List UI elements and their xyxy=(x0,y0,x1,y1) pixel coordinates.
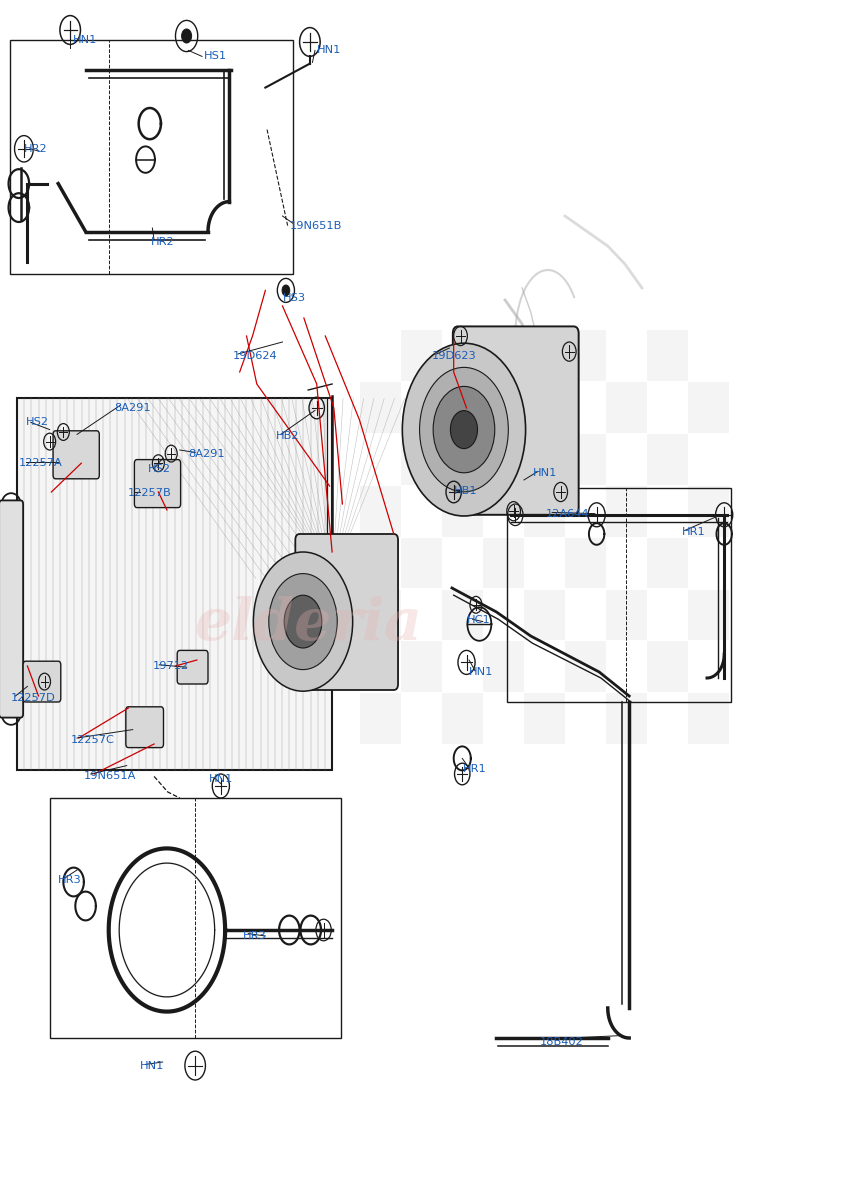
Text: HS1: HS1 xyxy=(204,52,227,61)
Bar xyxy=(688,486,729,536)
Bar xyxy=(483,538,524,588)
Bar xyxy=(442,589,483,641)
Text: HN1: HN1 xyxy=(469,667,493,677)
FancyBboxPatch shape xyxy=(0,500,23,718)
Text: HS3: HS3 xyxy=(282,293,306,302)
Circle shape xyxy=(284,595,322,648)
Text: 8A291: 8A291 xyxy=(114,403,151,413)
Text: HR1: HR1 xyxy=(681,527,705,536)
Bar xyxy=(524,589,565,641)
Circle shape xyxy=(269,574,337,670)
Circle shape xyxy=(419,367,508,492)
Bar xyxy=(17,398,332,770)
Bar xyxy=(401,538,442,588)
Bar xyxy=(565,642,606,692)
Bar xyxy=(524,694,565,744)
Bar xyxy=(606,383,647,433)
Circle shape xyxy=(253,552,353,691)
Bar xyxy=(688,589,729,641)
FancyBboxPatch shape xyxy=(453,326,579,515)
FancyBboxPatch shape xyxy=(53,431,99,479)
Bar xyxy=(565,434,606,485)
Bar xyxy=(360,694,401,744)
Bar xyxy=(647,538,688,588)
Bar xyxy=(442,694,483,744)
Text: HS2: HS2 xyxy=(148,464,171,474)
Text: HR1: HR1 xyxy=(463,764,487,774)
Circle shape xyxy=(282,284,289,295)
Circle shape xyxy=(450,410,478,449)
Text: HN1: HN1 xyxy=(532,468,556,478)
Text: 12257A: 12257A xyxy=(19,458,62,468)
Text: HB2: HB2 xyxy=(276,431,299,440)
Text: 19N651B: 19N651B xyxy=(289,221,342,230)
Text: 12257D: 12257D xyxy=(10,694,55,703)
FancyBboxPatch shape xyxy=(126,707,163,748)
Text: HR3: HR3 xyxy=(243,931,267,941)
Bar xyxy=(360,589,401,641)
Bar xyxy=(647,642,688,692)
Text: HB1: HB1 xyxy=(454,486,478,496)
Bar xyxy=(606,694,647,744)
Text: 18B402: 18B402 xyxy=(539,1037,583,1046)
Bar xyxy=(442,486,483,536)
Bar xyxy=(565,330,606,382)
Bar xyxy=(606,589,647,641)
Circle shape xyxy=(181,29,192,43)
FancyBboxPatch shape xyxy=(295,534,398,690)
Text: 19N651A: 19N651A xyxy=(84,772,136,781)
Bar xyxy=(401,434,442,485)
Bar xyxy=(688,383,729,433)
Circle shape xyxy=(433,386,495,473)
Text: HN1: HN1 xyxy=(140,1061,163,1070)
Text: 12A644: 12A644 xyxy=(546,509,590,518)
FancyBboxPatch shape xyxy=(177,650,208,684)
Bar xyxy=(647,330,688,382)
Circle shape xyxy=(402,343,526,516)
Bar xyxy=(647,434,688,485)
Bar xyxy=(483,434,524,485)
Text: 8A291: 8A291 xyxy=(188,449,225,458)
FancyBboxPatch shape xyxy=(134,460,181,508)
Bar xyxy=(442,383,483,433)
Text: elderia: elderia xyxy=(194,595,422,653)
Text: HN1: HN1 xyxy=(209,774,233,784)
Text: HR2: HR2 xyxy=(151,238,175,247)
Bar xyxy=(50,798,341,1038)
Text: HN1: HN1 xyxy=(73,35,97,44)
Bar xyxy=(524,486,565,536)
Text: HR3: HR3 xyxy=(58,875,82,884)
Bar xyxy=(360,383,401,433)
Bar xyxy=(483,330,524,382)
Text: 12257B: 12257B xyxy=(128,488,171,498)
Bar xyxy=(10,40,293,274)
FancyBboxPatch shape xyxy=(23,661,61,702)
Text: HS2: HS2 xyxy=(26,418,49,427)
Bar xyxy=(524,383,565,433)
Text: 19D623: 19D623 xyxy=(431,352,476,361)
Text: 12257C: 12257C xyxy=(71,736,115,745)
Bar xyxy=(401,642,442,692)
Bar xyxy=(507,488,731,702)
Bar xyxy=(688,694,729,744)
Bar xyxy=(606,486,647,536)
Bar xyxy=(483,642,524,692)
Text: 19D624: 19D624 xyxy=(233,352,277,361)
Bar xyxy=(401,330,442,382)
Bar xyxy=(565,538,606,588)
Text: HR2: HR2 xyxy=(24,144,48,154)
Text: HC1: HC1 xyxy=(467,616,490,625)
Text: 19712: 19712 xyxy=(152,661,188,671)
Text: HN1: HN1 xyxy=(317,46,341,55)
Bar xyxy=(360,486,401,536)
